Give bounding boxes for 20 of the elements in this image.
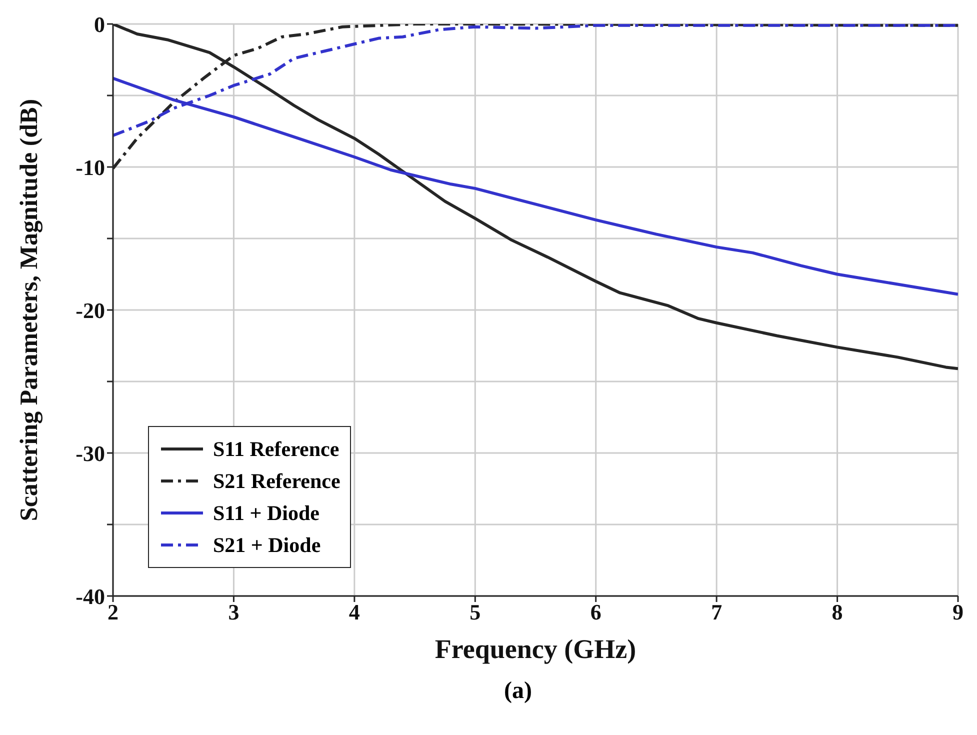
y-tick-label: -20 [76,298,105,323]
x-tick-label: 3 [228,600,240,625]
legend-label: S21 Reference [213,468,340,494]
x-tick-label: 9 [952,600,964,625]
x-tick-label: 4 [348,600,360,625]
y-tick-label: -40 [76,584,105,609]
legend-label: S11 Reference [213,436,340,462]
x-tick-label: 8 [832,600,843,625]
x-tick-label: 5 [470,600,481,625]
legend-label: S21 + Diode [213,532,321,558]
x-tick-label: 7 [711,600,722,625]
x-tick-label: 6 [590,600,602,625]
text: (a) [503,678,533,705]
y-tick-label: -10 [76,154,105,180]
x-axis-title: Frequency (GHz) [434,634,636,664]
y-axis-title: Scattering Parameters, Magnitude (dB) [16,98,43,522]
x-tick-label: 2 [108,600,118,625]
legend-label: S11 + Diode [213,500,320,526]
y-tick-label: -30 [76,440,105,466]
y-tick-label: 0 [94,12,105,37]
